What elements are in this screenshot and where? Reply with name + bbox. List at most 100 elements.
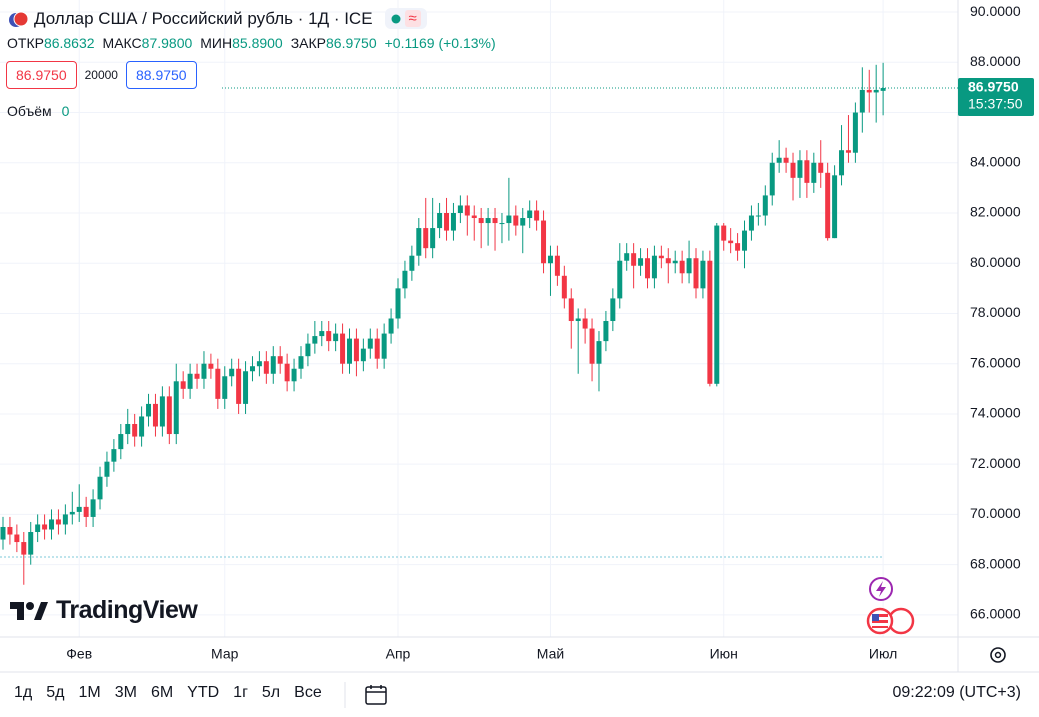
candle-body <box>797 160 803 178</box>
candle-body <box>582 318 588 329</box>
volume-label: Объём <box>7 103 52 119</box>
candle-body <box>270 356 276 374</box>
candle-body <box>222 376 228 399</box>
candle-body <box>409 255 415 271</box>
candle-body <box>312 336 318 344</box>
clock[interactable]: 09:22:09 (UTC+3) <box>892 684 1021 701</box>
buy-button[interactable]: 88.9750 <box>125 61 197 89</box>
candle-body <box>728 240 734 244</box>
date-range-icon[interactable] <box>365 685 387 705</box>
candle-body <box>340 333 346 364</box>
last-price-tag-value: 86.9750 <box>968 79 1019 95</box>
ohlc-item: МИН85.8900 <box>200 35 282 51</box>
last-price-tag-time: 15:37:50 <box>968 96 1023 112</box>
candle-body <box>367 338 373 349</box>
candle-body <box>464 205 470 216</box>
candle-body <box>305 343 311 357</box>
candle-body <box>527 210 533 219</box>
status-badge[interactable]: ≈ <box>384 8 427 29</box>
ohlc-item: МАКС87.9800 <box>103 35 193 51</box>
candle-body <box>42 524 48 530</box>
candle-body <box>104 461 110 477</box>
candle-body <box>208 363 214 369</box>
y-tick-label: 70.0000 <box>970 505 1021 521</box>
candle-body <box>21 542 27 555</box>
range-button[interactable]: 1г <box>233 684 248 701</box>
candle-body <box>457 205 463 214</box>
candle-body <box>7 526 13 535</box>
candle-body <box>437 213 443 229</box>
candle-body <box>125 423 131 435</box>
change: +0.1169 (+0.13%) <box>384 35 496 51</box>
ohlc-label: ЗАКР <box>290 35 327 51</box>
candle-body <box>651 255 657 279</box>
candle-body <box>263 361 269 374</box>
candle-body <box>90 499 96 517</box>
candle-body <box>478 218 484 224</box>
candle-body <box>146 403 152 417</box>
candle-body <box>360 348 366 362</box>
candle-body <box>624 253 630 261</box>
quantity[interactable]: 20000 <box>84 68 118 82</box>
candle-body <box>554 255 560 276</box>
candle-body <box>118 434 124 450</box>
candle-body <box>603 321 609 342</box>
candle-body <box>277 356 283 364</box>
range-button[interactable]: 3М <box>114 684 137 701</box>
y-tick-label: 66.0000 <box>970 606 1021 622</box>
candle-body <box>395 288 401 319</box>
candle-body <box>187 373 193 389</box>
logo[interactable]: TradingView <box>10 596 198 625</box>
event-icons[interactable] <box>866 577 915 635</box>
candle-body <box>69 511 75 515</box>
symbol-title[interactable]: Доллар США / Российский рубль · 1Д · ICE <box>34 8 373 28</box>
candle-body <box>541 220 547 264</box>
y-tick-label: 88.0000 <box>970 53 1021 69</box>
candle-body <box>173 381 179 435</box>
ohlc-label: МИН <box>200 35 233 51</box>
range-button[interactable]: 5л <box>261 684 281 701</box>
candle-body <box>76 506 82 512</box>
range-button[interactable]: Все <box>294 684 322 701</box>
candle-body <box>485 218 491 224</box>
candle-body <box>180 381 186 389</box>
candle-body <box>243 371 249 404</box>
settings-icon[interactable] <box>990 647 1006 663</box>
range-button[interactable]: YTD <box>187 684 220 701</box>
candle-body <box>28 532 34 555</box>
price-axis: 66.0000 68.0000 70.0000 72.0000 74.0000 76.00… <box>970 3 1021 622</box>
candle-body <box>776 157 782 163</box>
candle-body <box>742 230 748 251</box>
candle-body <box>665 258 671 264</box>
candle-body <box>374 338 380 359</box>
y-tick-label: 74.0000 <box>970 405 1021 421</box>
x-tick-label: Апр <box>386 646 411 662</box>
range-button[interactable]: 6М <box>150 684 174 701</box>
candle-body <box>97 476 103 500</box>
range-button[interactable]: 5д <box>46 684 65 701</box>
candle-body <box>735 243 741 251</box>
candle-body <box>402 270 408 289</box>
candle-body <box>755 215 761 217</box>
range-button[interactable]: 1М <box>78 684 101 701</box>
sell-button[interactable]: 86.9750 <box>6 61 77 89</box>
candle-body <box>229 368 235 377</box>
ohlc-value: 86.8632 <box>43 35 95 51</box>
y-tick-label: 72.0000 <box>970 455 1021 471</box>
symbol-header: Доллар США / Российский рубль · 1Д · ICE… <box>8 8 427 29</box>
range-button[interactable]: 1д <box>14 684 33 701</box>
y-tick-label: 76.0000 <box>970 354 1021 370</box>
symbol-icon <box>9 11 28 27</box>
candle-body <box>319 331 325 337</box>
x-tick-label: Мар <box>211 646 239 662</box>
candle-body <box>388 318 394 334</box>
ohlc-value: 87.9800 <box>141 35 193 51</box>
x-tick-label: Июн <box>710 646 738 662</box>
volume-value: 0 <box>61 103 70 119</box>
candle-body <box>471 215 477 219</box>
delay-icon: ≈ <box>404 10 421 27</box>
candle-body <box>589 328 595 364</box>
candle-body <box>492 218 498 224</box>
